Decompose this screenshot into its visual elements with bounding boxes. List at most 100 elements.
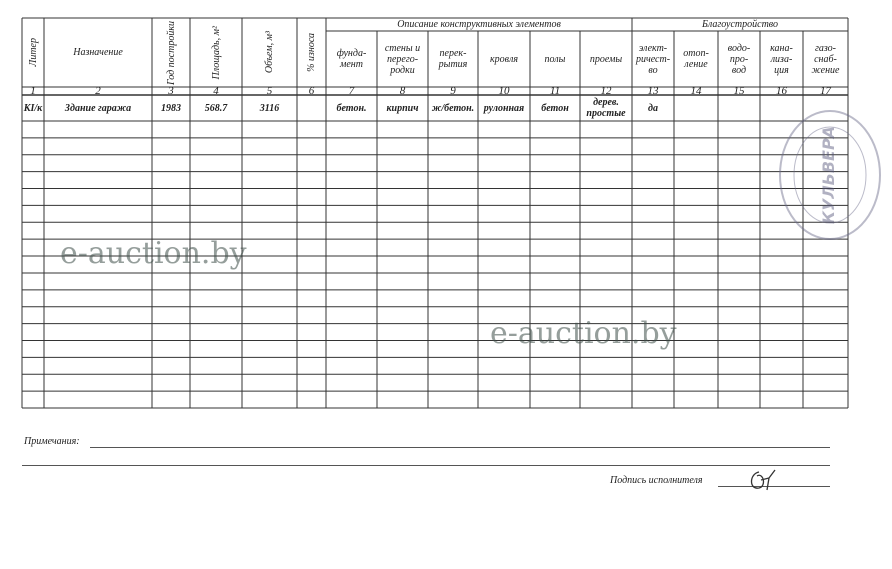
table-cell: 568.7 [190,95,242,121]
column-number: 9 [428,84,478,97]
column-header-text: кровля [489,53,519,65]
column-header-text: Назначение [73,47,123,58]
watermark-top: e-auction.by [60,236,247,271]
column-header-text: Год постройки [165,20,177,85]
table-cell: бетон. [326,95,377,121]
column-number: 10 [478,84,530,97]
table-cell-text: да [648,102,658,114]
column-number-text: 14 [690,84,702,97]
column-header: Назначение [44,18,152,87]
notes-line-2 [22,465,830,466]
column-header: фунда- мент [326,31,377,87]
column-header-text: полы [544,53,566,65]
column-header: Объем, м³ [242,18,297,87]
column-number-text: 6 [308,84,315,97]
column-header: Площадь, м² [190,18,242,87]
table-cell-text: кирпич [386,102,419,114]
column-number-text: 9 [450,84,456,97]
column-header-text: водо- про- вод [727,42,751,76]
column-number-text: 7 [348,84,355,97]
column-number-text: 17 [820,84,831,97]
column-number-text: 5 [266,84,273,97]
table-cell: 1983 [152,95,190,121]
column-header-text: газо- снаб- жение [811,42,840,76]
column-number: 13 [632,84,674,97]
table-cell-text: 3116 [259,102,280,114]
column-header-text: отоп- ление [683,48,709,70]
table-cell: ж/бетон. [428,95,478,121]
column-number: 4 [190,84,242,97]
table-cell-text: бетон [541,102,569,114]
group-header-text: Благоустройство [701,19,779,30]
column-number: 12 [580,84,632,97]
column-number: 15 [718,85,760,96]
column-header: элект- ричест- во [632,31,674,87]
column-header-text: элект- ричест- во [635,42,671,76]
table-cell: бетон [530,95,580,121]
column-header: водо- про- вод [718,31,760,87]
column-number: 16 [760,84,803,97]
table-cell [674,95,718,121]
column-number-text: 11 [549,84,561,97]
column-number: 17 [803,84,848,97]
column-header: % износа [297,18,326,87]
table-cell-text: ж/бетон. [431,102,475,114]
column-number: 1 [22,84,44,97]
column-header: отоп- ление [674,31,718,87]
column-number-text: 2 [95,84,101,97]
table-cell-text: бетон. [336,102,367,114]
group-header-text: Описание конструктивных элементов [397,19,561,30]
column-number: 3 [152,84,190,97]
table-cell-text: Здание гаража [64,102,132,114]
signature-icon [750,469,776,491]
table-cell-text: 568.7 [204,102,228,114]
group-header: Описание конструктивных элементов [326,18,632,31]
signature-line [718,486,830,487]
column-header: кровля [478,31,530,87]
table-cell-text: 1983 [161,102,181,114]
table-cell-text: дерев. простые [586,97,626,119]
column-number-text: 10 [498,84,510,97]
column-header-text: фунда- мент [336,48,367,70]
column-header: проемы [580,31,632,87]
column-number: 2 [44,84,152,97]
signature-label: Подпись исполнителя [610,475,703,486]
column-number: 5 [242,84,297,97]
column-number: 11 [530,84,580,97]
svg-text:КУЛЬВЕРА: КУЛЬВЕРА [819,126,838,224]
notes-label: Примечания: [24,436,80,447]
column-number-text: 13 [647,84,659,97]
column-number-text: 16 [776,84,787,97]
notes-line-1 [90,447,830,448]
group-header: Благоустройство [632,18,848,31]
column-number-text: 1 [30,84,36,97]
column-header: полы [530,31,580,87]
table-cell: рулонная [478,95,530,121]
column-number-text: 12 [600,84,612,97]
watermark-middle: e-auction.by [490,316,677,351]
column-number-text: 4 [213,84,219,97]
column-number-text: 3 [168,84,174,97]
column-header-text: Площадь, м² [210,25,222,80]
column-header-text: кана- лиза- ция [770,42,793,76]
column-header: кана- лиза- ция [760,31,803,87]
table-cell-text: КI/к [23,102,43,114]
table-cell: Здание гаража [44,95,152,121]
column-number: 6 [297,84,326,97]
column-number-text: 8 [399,84,406,97]
table-cell [297,95,326,121]
column-header-text: проемы [589,53,623,65]
table-cell-text: рулонная [483,102,525,114]
table-cell: КI/к [22,95,44,121]
column-header: Год постройки [152,18,190,87]
column-number: 8 [377,84,428,97]
column-header: перек- рытия [428,31,478,87]
column-number: 7 [326,84,377,97]
column-header: Литер [22,18,44,87]
column-header: газо- снаб- жение [803,31,848,87]
table-cell: дерев. простые [580,95,632,121]
column-header-text: % износа [306,33,317,72]
column-header: стены и перего- родки [377,31,428,87]
table-cell [718,95,760,121]
column-header-text: стены и перего- родки [384,42,421,76]
